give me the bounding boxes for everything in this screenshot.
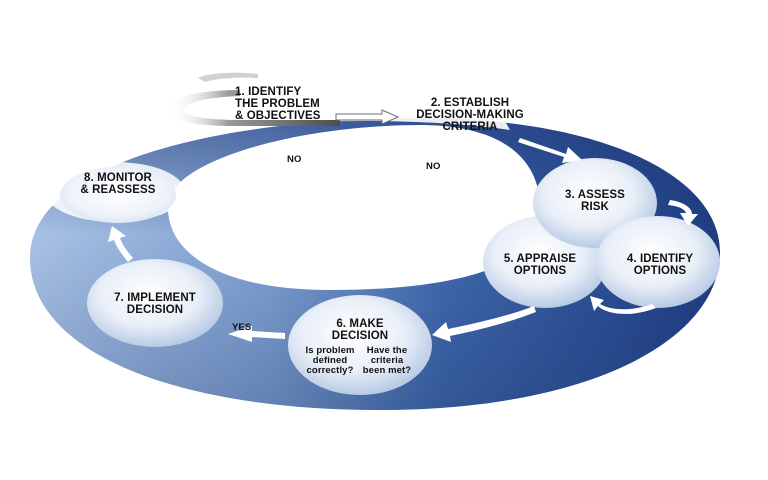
step7-label: 7. IMPLEMENT DECISION	[114, 292, 196, 317]
arrow-step7-to-step8	[108, 226, 133, 262]
bubble-step8	[60, 167, 176, 223]
bubble-step6	[288, 295, 432, 395]
step3-label: 3. ASSESS RISK	[565, 189, 625, 214]
step5-label: 5. APPRAISE OPTIONS	[503, 253, 577, 278]
branch-yes: YES	[232, 322, 252, 333]
arrow-step4-to-step5	[590, 296, 656, 314]
question-problem-defined: Is problem defined correctly?	[305, 345, 355, 376]
start-swirl-top	[198, 72, 258, 82]
bubble-step7	[87, 259, 223, 347]
branch-no-left: NO	[287, 154, 302, 165]
arrow-step2-to-step3	[518, 138, 582, 163]
arrow-step6-to-step7	[228, 326, 285, 342]
question-criteria-met: Have the criteria been met?	[362, 345, 412, 376]
arrow-step5-to-step6	[432, 306, 536, 342]
start-swirl	[167, 90, 340, 126]
arrow-step3-to-step4	[668, 200, 698, 226]
step8-label: 8. MONITOR & REASSESS	[80, 172, 156, 197]
step6-label: 6. MAKE DECISION	[331, 318, 389, 343]
arrow-step1-to-step2	[335, 109, 400, 125]
branch-no-right: NO	[426, 161, 441, 172]
step1-label: 1. IDENTIFY THE PROBLEM & OBJECTIVES	[235, 86, 321, 123]
bubble-step4	[596, 216, 720, 308]
step2-label: 2. ESTABLISH DECISION-MAKING CRITERIA	[416, 97, 524, 134]
step4-label: 4. IDENTIFY OPTIONS	[626, 253, 694, 278]
